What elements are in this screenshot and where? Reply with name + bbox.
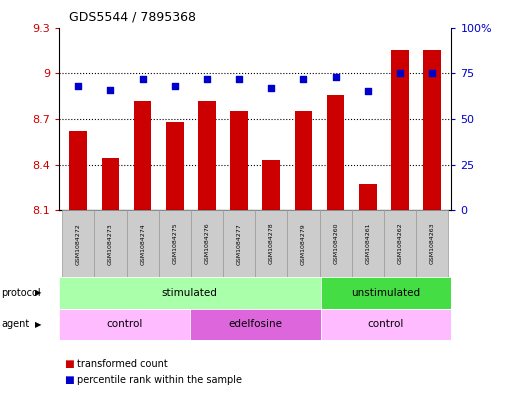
Bar [134,101,151,210]
Bar [191,210,223,277]
Bar [255,210,287,277]
Point [300,75,308,82]
Text: GSM1084274: GSM1084274 [140,223,145,264]
Text: GSM1084273: GSM1084273 [108,223,113,264]
Bar [223,210,255,277]
Bar [127,210,159,277]
Bar [230,111,248,210]
Text: protocol: protocol [1,288,41,298]
Bar [391,50,409,210]
Text: ■: ■ [64,358,74,369]
Point [139,75,147,82]
Text: GSM1084277: GSM1084277 [236,223,242,264]
Text: GSM1084260: GSM1084260 [333,223,338,264]
Text: ■: ■ [64,375,74,386]
Bar [327,94,345,210]
Text: transformed count: transformed count [77,358,168,369]
Text: control: control [368,319,404,329]
Text: GSM1084275: GSM1084275 [172,223,177,264]
Text: unstimulated: unstimulated [351,288,421,298]
Text: GSM1084263: GSM1084263 [430,223,435,264]
Point [364,88,372,95]
Point [428,70,436,76]
Text: agent: agent [1,319,29,329]
Bar [263,160,280,210]
Point [106,86,114,93]
Bar [190,309,321,340]
Bar [294,111,312,210]
Bar [62,210,94,277]
Bar [320,210,352,277]
Bar [287,210,320,277]
Text: control: control [106,319,143,329]
Bar [59,277,321,309]
Bar [321,277,451,309]
Text: GSM1084262: GSM1084262 [398,223,403,264]
Bar [198,101,216,210]
Bar [94,210,127,277]
Bar [423,50,441,210]
Point [235,75,243,82]
Point [74,83,83,89]
Text: stimulated: stimulated [162,288,218,298]
Bar [321,309,451,340]
Bar [166,122,184,210]
Bar [102,158,120,210]
Text: GSM1084279: GSM1084279 [301,223,306,264]
Text: percentile rank within the sample: percentile rank within the sample [77,375,242,386]
Text: GSM1084261: GSM1084261 [365,223,370,264]
Text: GSM1084276: GSM1084276 [205,223,209,264]
Text: GDS5544 / 7895368: GDS5544 / 7895368 [69,11,196,24]
Bar [416,210,448,277]
Text: GSM1084272: GSM1084272 [76,223,81,264]
Point [396,70,404,76]
Bar [159,210,191,277]
Bar [59,309,190,340]
Bar [384,210,416,277]
Bar [69,131,87,210]
Point [203,75,211,82]
Bar [359,184,377,210]
Text: GSM1084278: GSM1084278 [269,223,274,264]
Point [171,83,179,89]
Text: ▶: ▶ [35,320,42,329]
Bar [352,210,384,277]
Text: edelfosine: edelfosine [228,319,282,329]
Text: ▶: ▶ [35,288,42,297]
Point [267,84,275,91]
Point [331,74,340,80]
